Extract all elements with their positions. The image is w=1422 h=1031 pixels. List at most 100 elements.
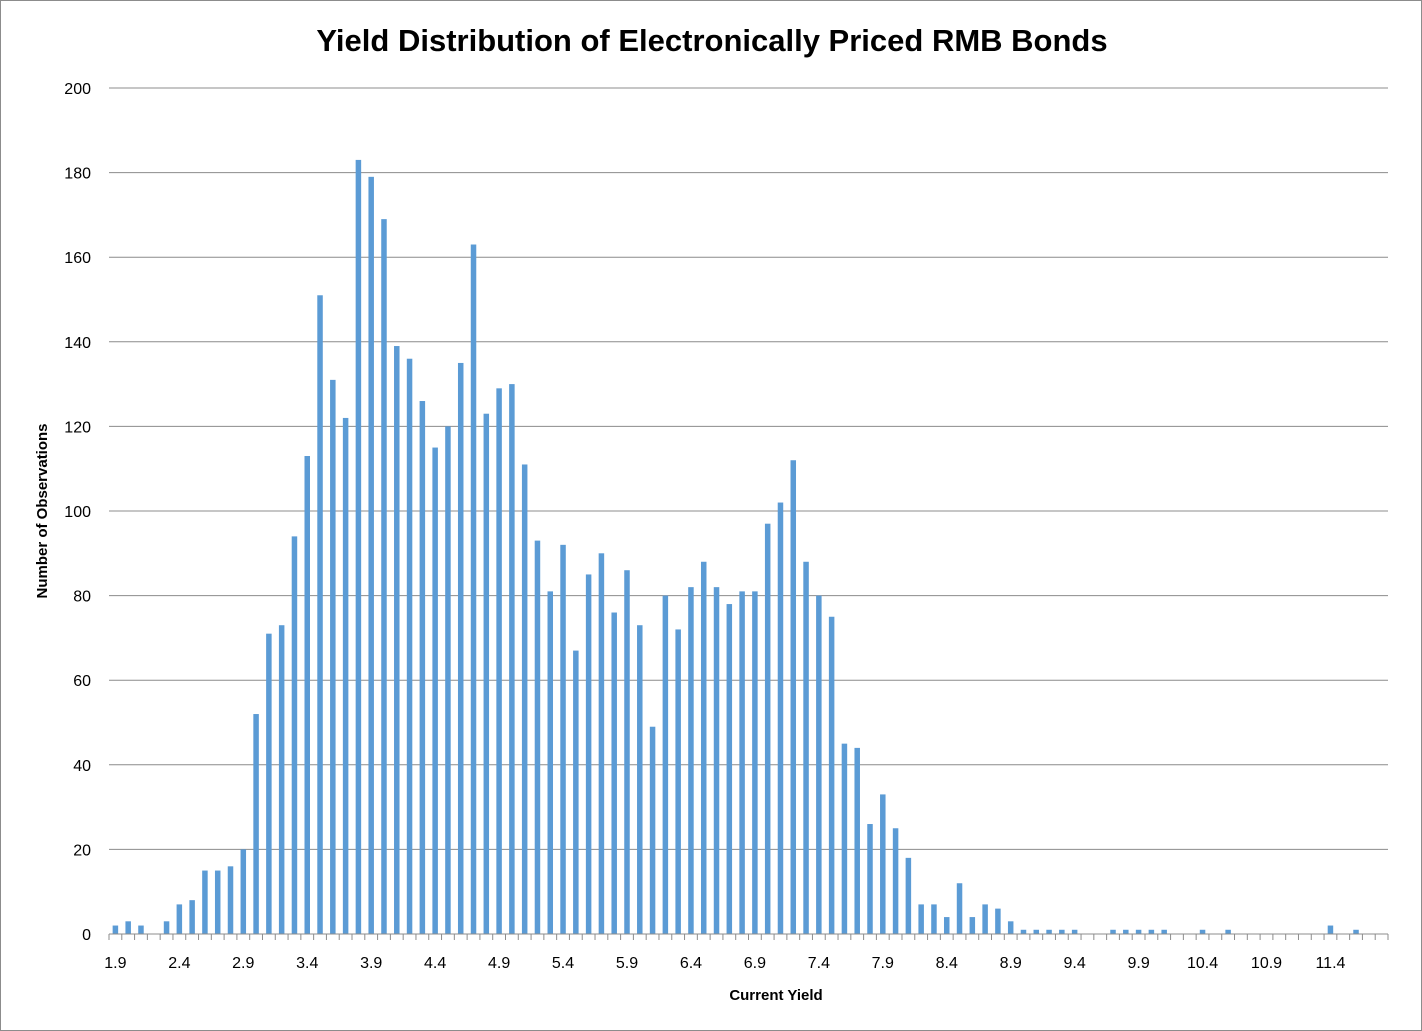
bar-8.0 xyxy=(892,828,899,934)
x-tick-label: 7.4 xyxy=(808,955,830,972)
bar-8.9 xyxy=(1007,921,1014,934)
y-tick-label: 0 xyxy=(82,927,91,944)
x-tick-label: 1.9 xyxy=(104,955,126,972)
bar-5.8 xyxy=(611,612,617,934)
bar-6.5 xyxy=(700,561,707,934)
y-tick-label: 40 xyxy=(73,758,91,775)
y-axis-ticks: 0 20 40 60 80 100 120 140 160 180 200 xyxy=(64,81,91,944)
bar-4.9 xyxy=(496,388,502,935)
bar-6.2 xyxy=(662,595,669,934)
bar-2.1 xyxy=(138,925,144,934)
y-tick-label: 180 xyxy=(64,166,91,183)
bar-8.5 xyxy=(956,883,963,934)
x-tick-label: 4.9 xyxy=(488,955,510,972)
bar-6.7 xyxy=(726,604,733,934)
bar-3.0 xyxy=(253,714,259,934)
gridlines xyxy=(109,87,1388,850)
bar-4.3 xyxy=(419,401,426,934)
bar-5.3 xyxy=(547,591,554,934)
bar-7.2 xyxy=(790,460,797,934)
bar-5.7 xyxy=(598,553,605,934)
bar-7.3 xyxy=(803,561,809,934)
bar-3.5 xyxy=(317,295,323,934)
bar-4.6 xyxy=(457,362,464,934)
x-tick-label: 9.9 xyxy=(1127,955,1149,972)
bar-10.0 xyxy=(1148,929,1155,934)
bar-11.4 xyxy=(1327,925,1334,934)
x-tick-label: 8.9 xyxy=(1000,955,1022,972)
bar-2.7 xyxy=(214,870,221,934)
bar-4.8 xyxy=(483,413,490,935)
bar-11.6 xyxy=(1353,929,1359,934)
bar-8.4 xyxy=(943,917,950,934)
y-tick-label: 80 xyxy=(73,589,91,606)
x-tick-label: 6.9 xyxy=(744,955,766,972)
x-tick-label: 11.4 xyxy=(1315,955,1345,972)
bar-4.2 xyxy=(406,358,413,935)
bar-6.0 xyxy=(637,625,643,934)
bar-3.1 xyxy=(266,633,272,934)
bar-7.6 xyxy=(841,743,848,934)
bar-5.4 xyxy=(560,544,566,934)
bar-3.9 xyxy=(368,176,374,934)
bar-7.0 xyxy=(764,523,771,934)
bar-5.5 xyxy=(573,650,579,934)
bar-10.4 xyxy=(1199,929,1206,934)
bar-6.3 xyxy=(675,629,681,934)
bar-5.2 xyxy=(534,540,541,934)
bar-5.6 xyxy=(585,574,592,934)
x-tick-label: 2.9 xyxy=(232,955,254,972)
bar-10.6 xyxy=(1225,929,1231,934)
bar-7.8 xyxy=(867,824,873,934)
x-tick-label: 3.4 xyxy=(296,955,318,972)
bar-1.9 xyxy=(112,925,119,934)
bar-5.0 xyxy=(509,384,515,935)
y-tick-label: 120 xyxy=(64,419,91,436)
y-tick-label: 100 xyxy=(64,504,91,521)
y-tick-label: 140 xyxy=(64,335,91,352)
x-axis: 1.9 2.4 2.9 3.4 3.9 4.4 4.9 5.4 5.9 6.4 6.9 7.4 7.9 8… xyxy=(104,933,1389,972)
bar-6.9 xyxy=(752,591,758,934)
bar-2.4 xyxy=(176,904,183,934)
bar-3.3 xyxy=(291,536,298,934)
bar-4.7 xyxy=(470,244,477,934)
bar-8.3 xyxy=(931,904,937,934)
x-tick-label: 5.4 xyxy=(552,955,574,972)
bar-2.9 xyxy=(240,849,247,934)
bar-5.1 xyxy=(521,464,528,934)
bar-3.2 xyxy=(278,625,285,934)
bar-6.8 xyxy=(739,591,745,934)
chart-title: Yield Distribution of Electronically Pri… xyxy=(316,23,1107,58)
bar-9.4 xyxy=(1071,929,1078,934)
y-tick-label: 200 xyxy=(64,81,91,98)
bar-6.6 xyxy=(713,587,720,934)
bar-9.1 xyxy=(1033,929,1040,934)
y-tick-label: 160 xyxy=(64,250,91,267)
bars xyxy=(112,159,1359,935)
bar-9.8 xyxy=(1123,929,1129,934)
bar-4.1 xyxy=(394,346,400,934)
x-tick-label: 7.9 xyxy=(872,955,894,972)
bar-5.9 xyxy=(624,570,630,934)
y-tick-label: 20 xyxy=(73,842,91,859)
bar-7.4 xyxy=(816,595,822,934)
y-tick-label: 60 xyxy=(73,673,91,690)
x-tick-label: 9.4 xyxy=(1064,955,1086,972)
x-tick-label: 4.4 xyxy=(424,955,446,972)
y-axis-label: Number of Observations xyxy=(34,423,51,598)
bar-10.1 xyxy=(1161,929,1167,934)
x-tick-label: 8.4 xyxy=(936,955,958,972)
bar-2.8 xyxy=(227,866,234,934)
bar-2.6 xyxy=(202,870,208,934)
x-tick-label: 10.9 xyxy=(1251,955,1282,972)
bar-4.5 xyxy=(445,426,451,934)
bar-7.5 xyxy=(828,616,835,934)
bar-3.4 xyxy=(304,456,310,934)
x-tick-label: 2.4 xyxy=(168,955,190,972)
bar-8.6 xyxy=(969,917,976,934)
bar-6.4 xyxy=(688,587,694,934)
x-tick-label: 10.4 xyxy=(1187,955,1218,972)
bar-6.1 xyxy=(649,726,656,934)
